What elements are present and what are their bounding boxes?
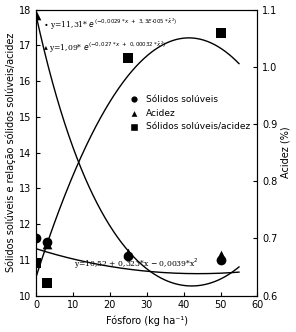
Point [126, 250, 131, 255]
Point [45, 241, 49, 247]
Y-axis label: Acidez (%): Acidez (%) [280, 127, 290, 178]
Point [34, 236, 38, 241]
Text: y=10,52 + 0,323*x $-$ 0,0039*x$^2$: y=10,52 + 0,323*x $-$ 0,0039*x$^2$ [74, 257, 198, 271]
X-axis label: Fósforo (kg ha⁻¹): Fósforo (kg ha⁻¹) [106, 316, 188, 326]
Legend: Sólidos solúveis, Acidez, Sólidos solúveis/acidez: Sólidos solúveis, Acidez, Sólidos solúve… [124, 94, 251, 133]
Text: $\blacktriangle$ y=1,09* $e^{(-0,027*x\ +\ 0,00032*\hat{x}^2)}$: $\blacktriangle$ y=1,09* $e^{(-0,027*x\ … [43, 40, 166, 55]
Point [218, 30, 223, 36]
Point [45, 239, 49, 245]
Point [218, 257, 223, 262]
Point [126, 55, 131, 60]
Point [45, 280, 49, 286]
Y-axis label: Sólidos solúveis e relação sólidos solúveis/acidez: Sólidos solúveis e relação sólidos solúv… [6, 33, 16, 272]
Point [34, 261, 38, 266]
Point [34, 13, 38, 18]
Text: $\bullet$ y=11,31* $e^{(-0,0029*x\ +\ 3,3E\text{-}005*\hat{x}^2)}$: $\bullet$ y=11,31* $e^{(-0,0029*x\ +\ 3,… [43, 17, 177, 32]
Point [218, 253, 223, 258]
Point [126, 254, 131, 259]
